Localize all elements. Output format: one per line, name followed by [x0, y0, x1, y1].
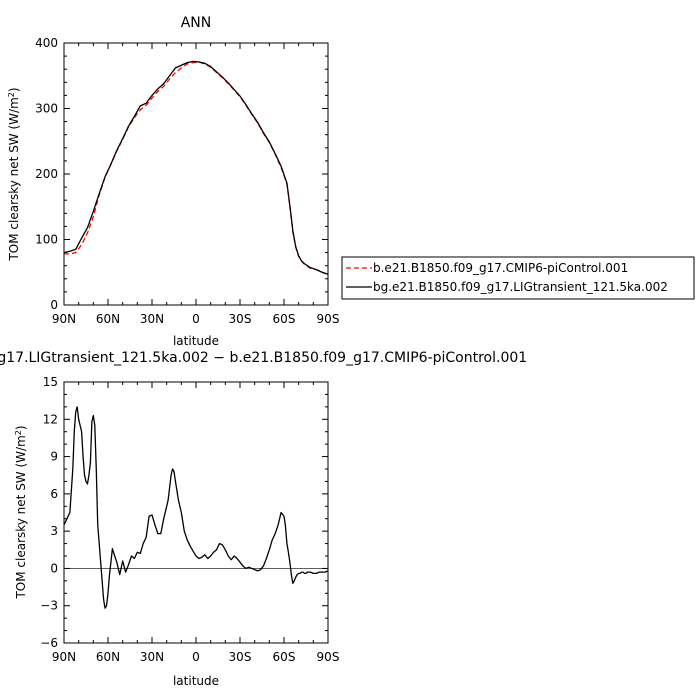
top-x-axis-label: latitude	[173, 334, 219, 348]
top-chart-title: ANN	[181, 15, 212, 31]
top-x-tick-label: 30N	[140, 312, 164, 326]
top-series-line-1	[63, 60, 329, 275]
legend-box	[341, 256, 695, 300]
bottom-y-tick-label: 6	[50, 487, 58, 501]
bottom-y-tick-label: −6	[40, 636, 58, 650]
top-x-tick-label: 90S	[317, 312, 340, 326]
top-panel: ANN 90N 60N 30N 0 30S 60S 90S 0 100 200 300 400 lat…	[7, 15, 695, 348]
bottom-x-tick-label: 0	[192, 650, 200, 664]
top-y-tick-label: 200	[35, 167, 58, 181]
top-y-axis-label: TOM clearsky net SW (W/m2)	[7, 87, 22, 261]
top-y-tick-label: 400	[35, 36, 58, 50]
bottom-y-tick-label: 3	[50, 524, 58, 538]
bottom-x-axis-label: latitude	[173, 674, 219, 688]
bottom-x-tick-label: 90N	[52, 650, 76, 664]
top-series-line-0	[64, 61, 329, 276]
bottom-y-tick-label: −3	[40, 599, 58, 613]
top-x-tick-label: 60N	[96, 312, 120, 326]
bottom-chart-title: bg.e21.B1850.f09_g17.LIGtransient_121.5k…	[0, 350, 527, 366]
bottom-plot-frame	[63, 381, 329, 644]
bottom-y-axis-label: TOM clearsky net SW (W/m2)	[14, 425, 29, 599]
bottom-x-tick-label: 60N	[96, 650, 120, 664]
bottom-y-tick-label: 0	[50, 561, 58, 575]
bottom-x-tick-label: 30N	[140, 650, 164, 664]
top-legend: b.e21.B1850.f09_g17.CMIP6-piControl.001 …	[341, 256, 695, 300]
bottom-y-tick-label: 12	[43, 412, 58, 426]
bottom-x-tick-label: 60S	[273, 650, 296, 664]
top-plot-frame	[63, 42, 329, 306]
top-x-tick-label: 60S	[273, 312, 296, 326]
legend-label-lig: bg.e21.B1850.f09_g17.LIGtransient_121.5k…	[373, 280, 668, 294]
top-y-tick-label: 100	[35, 233, 58, 247]
top-x-tick-label: 90N	[52, 312, 76, 326]
bottom-x-tick-label: 30S	[229, 650, 252, 664]
top-x-tick-label: 30S	[229, 312, 252, 326]
top-x-tick-label: 0	[192, 312, 200, 326]
bottom-series-line-0	[63, 406, 329, 609]
legend-label-control: b.e21.B1850.f09_g17.CMIP6-piControl.001	[373, 261, 628, 275]
bottom-x-tick-label: 90S	[317, 650, 340, 664]
top-y-tick-label: 0	[50, 298, 58, 312]
bottom-y-tick-label: 9	[50, 450, 58, 464]
bottom-panel: bg.e21.B1850.f09_g17.LIGtransient_121.5k…	[0, 350, 527, 688]
bottom-y-tick-label: 15	[43, 375, 58, 389]
top-y-tick-label: 300	[35, 102, 58, 116]
